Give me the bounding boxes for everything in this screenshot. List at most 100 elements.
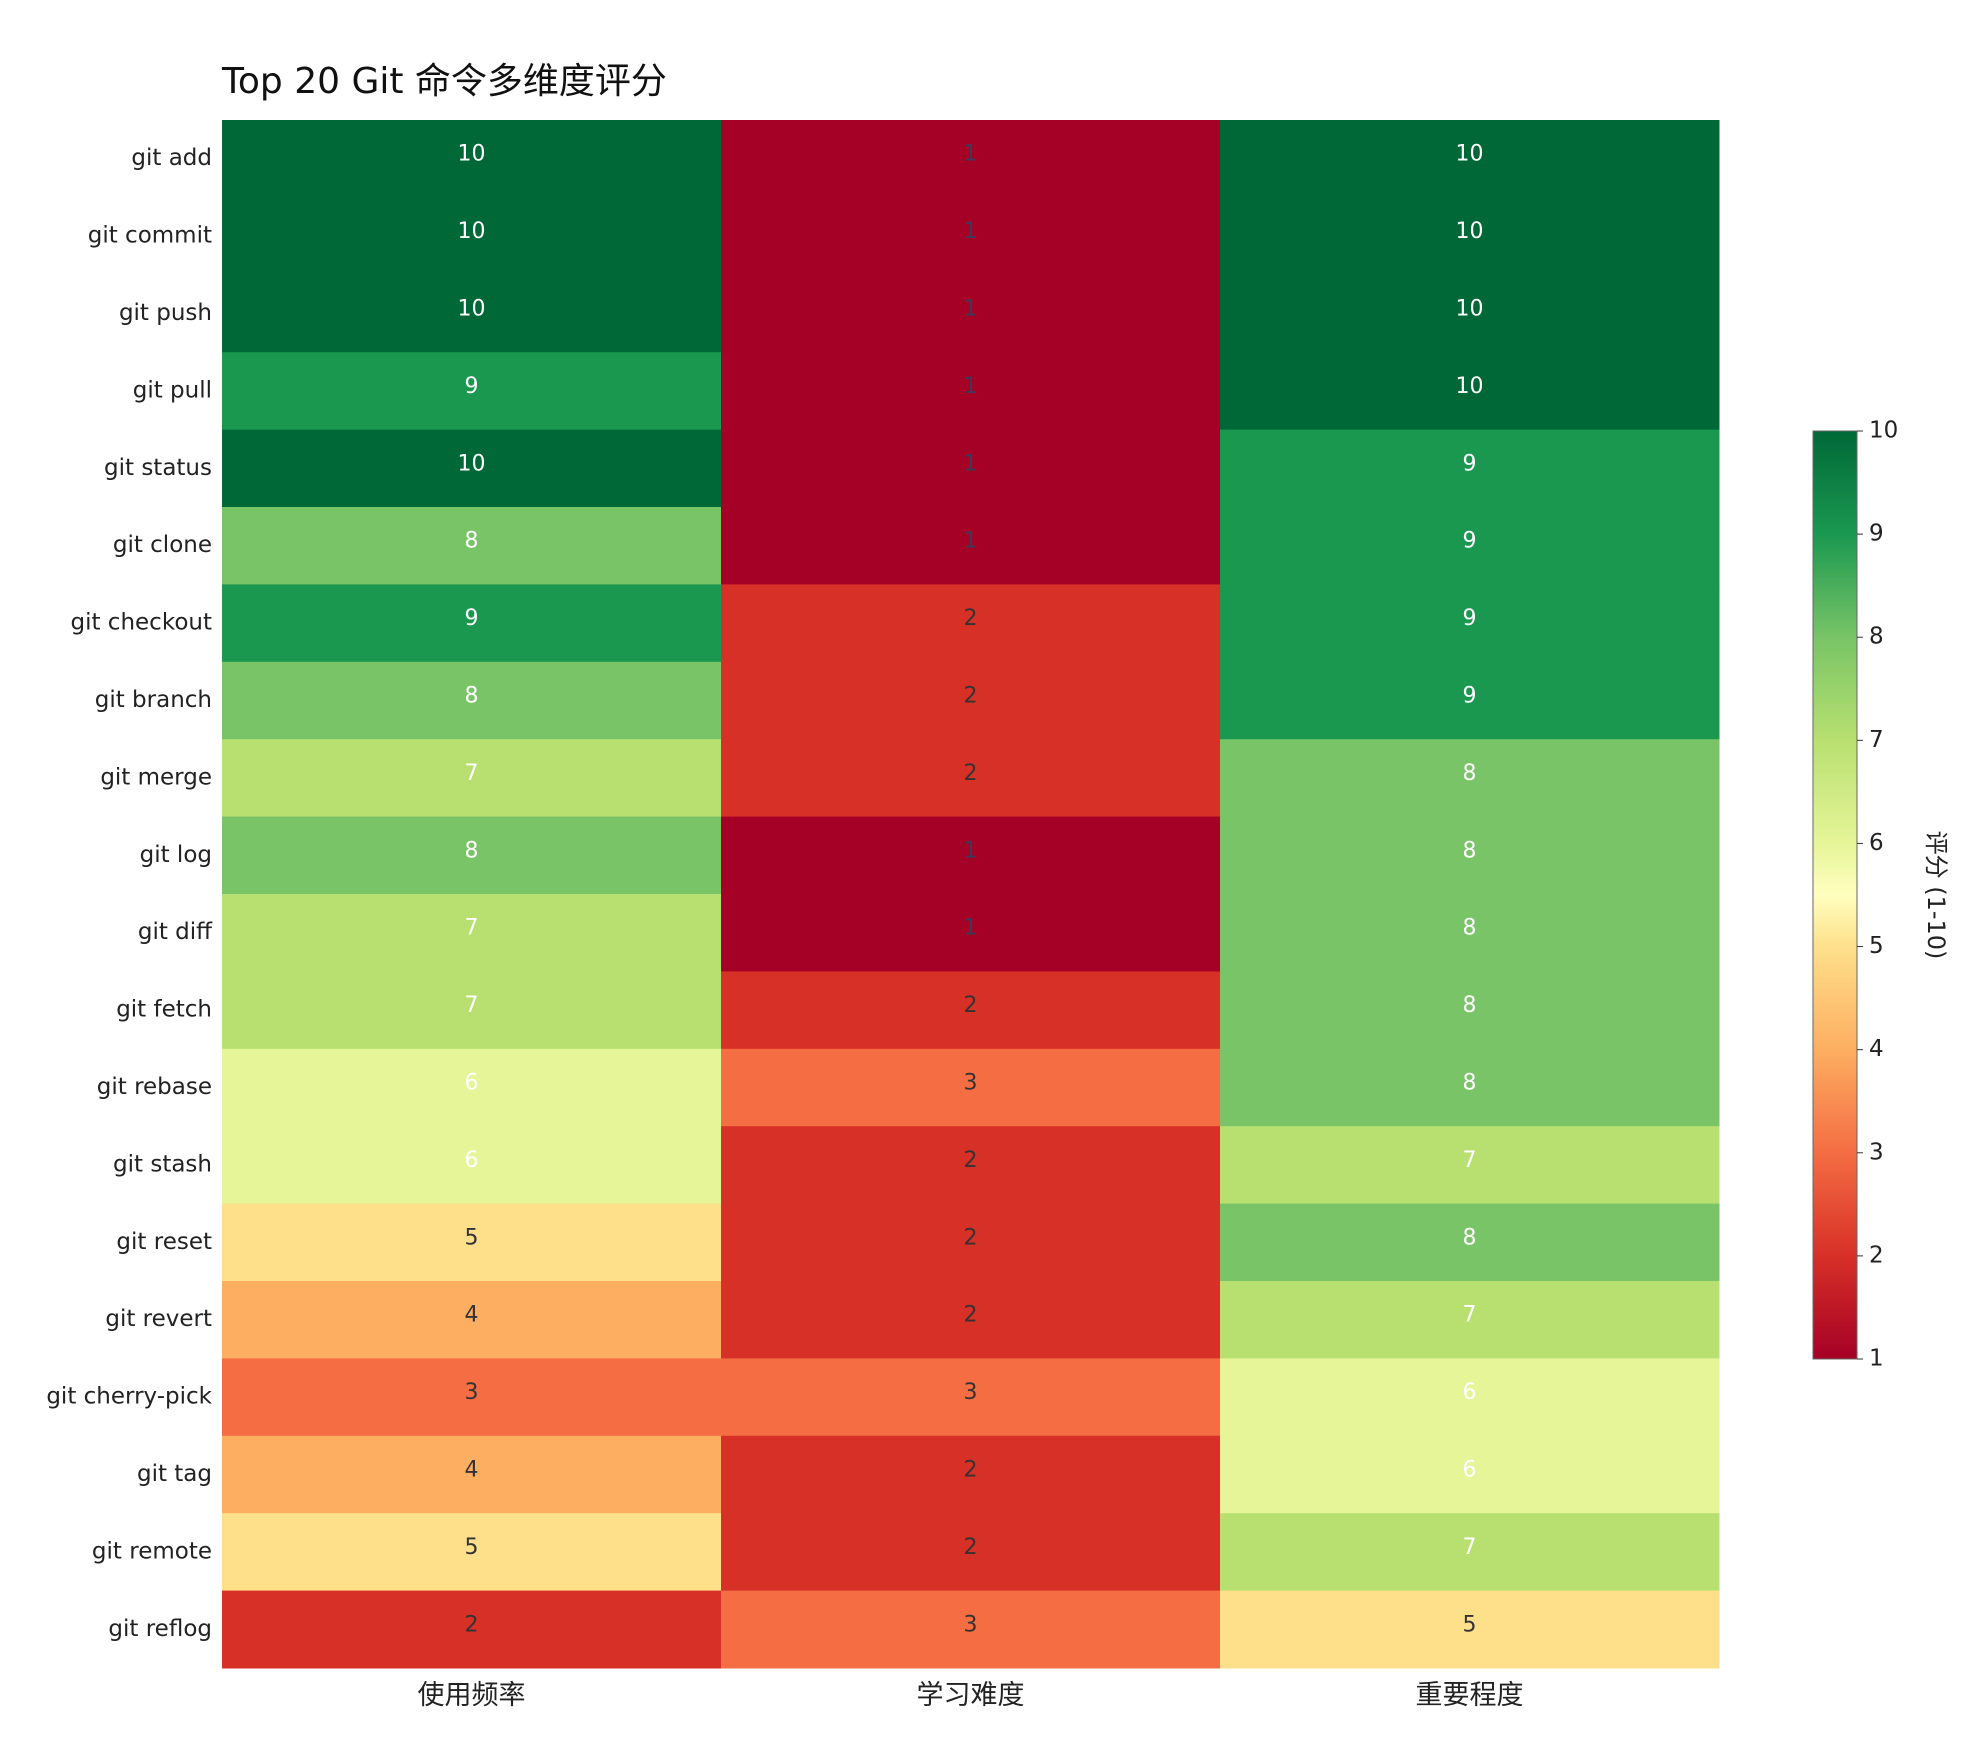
y-tick-label: git status <box>104 455 212 481</box>
heatmap-cell <box>222 584 722 663</box>
cell-value-label: 2 <box>964 1535 978 1560</box>
y-tick-label: git pull <box>133 377 212 403</box>
y-tick-label: git push <box>119 300 212 326</box>
heatmap-cell <box>1220 352 1720 431</box>
heatmap-cell <box>721 739 1221 818</box>
x-axis-labels: 使用频率 学习难度 重要程度 <box>418 1680 1524 1711</box>
cell-value-label: 1 <box>964 374 978 399</box>
cell-value-label: 8 <box>1463 916 1477 941</box>
colorbar-tick-label: 1 <box>1869 1346 1884 1372</box>
heatmap-cell <box>222 1048 722 1127</box>
cell-value-label: 10 <box>1456 374 1484 399</box>
heatmap-cell <box>1220 1203 1720 1282</box>
cell-value-label: 8 <box>1463 1071 1477 1096</box>
heatmap-cell <box>222 1126 722 1205</box>
cell-value-label: 3 <box>964 1071 978 1096</box>
heatmap-cell <box>222 1281 722 1359</box>
heatmap-cell <box>721 1126 1221 1205</box>
cell-value-label: 2 <box>964 1458 978 1483</box>
cell-value-label: 2 <box>465 1612 479 1637</box>
heatmap-cell <box>222 120 722 198</box>
cell-value-label: 2 <box>964 993 978 1018</box>
heatmap-cells: 10 1 10 10 1 10 10 1 10 9 1 10 10 1 9 8 1 9 9 2 9 8 2 9 7 2 8 8 1 8 7 1… <box>222 120 1720 1669</box>
heatmap-cell <box>1220 1126 1720 1205</box>
heatmap-cell <box>222 274 722 353</box>
cell-value-label: 2 <box>964 606 978 631</box>
heatmap-cell <box>1220 971 1720 1050</box>
heatmap-cell <box>222 1513 722 1592</box>
colorbar-tick-label: 6 <box>1869 830 1884 856</box>
heatmap-cell <box>1220 894 1720 972</box>
heatmap-cell <box>721 1281 1221 1359</box>
cell-value-label: 9 <box>1463 529 1477 554</box>
cell-value-label: 7 <box>1463 1148 1477 1173</box>
cell-value-label: 1 <box>964 529 978 554</box>
y-tick-label: git tag <box>137 1461 212 1487</box>
heatmap-cell <box>1220 507 1720 585</box>
colorbar-tick-label: 5 <box>1869 933 1884 959</box>
cell-value-label: 2 <box>964 684 978 709</box>
cell-value-label: 6 <box>1463 1380 1477 1405</box>
cell-value-label: 7 <box>465 916 479 941</box>
cell-value-label: 10 <box>458 451 486 476</box>
heatmap-cell <box>1220 584 1720 663</box>
colorbar-ticks: 1 2 3 4 5 6 7 8 9 10 <box>1857 418 1898 1372</box>
cell-value-label: 8 <box>465 529 479 554</box>
cell-value-label: 9 <box>1463 451 1477 476</box>
cell-value-label: 10 <box>1456 142 1484 167</box>
cell-value-label: 10 <box>1456 297 1484 322</box>
heatmap-cell <box>721 429 1221 508</box>
y-tick-label: git fetch <box>116 997 212 1023</box>
heatmap-cell <box>721 1513 1221 1592</box>
colorbar-tick-label: 7 <box>1869 727 1884 753</box>
y-tick-label: git rebase <box>97 1074 212 1100</box>
colorbar-label: 评分 (1-10) <box>1922 831 1950 960</box>
colorbar: 1 2 3 4 5 6 7 8 9 10 评分 (1-10) <box>1812 418 1950 1372</box>
cell-value-label: 8 <box>1463 838 1477 863</box>
colorbar-gradient <box>1812 430 1858 1360</box>
heatmap-cell <box>721 352 1221 431</box>
colorbar-tick-label: 3 <box>1869 1139 1884 1165</box>
cell-value-label: 5 <box>465 1225 479 1250</box>
heatmap-cell <box>222 1435 722 1514</box>
heatmap-cell <box>721 1203 1221 1282</box>
heatmap-cell <box>721 1048 1221 1127</box>
y-tick-label: git commit <box>88 223 212 249</box>
cell-value-label: 9 <box>465 606 479 631</box>
colorbar-tick-label: 2 <box>1869 1242 1884 1268</box>
cell-value-label: 3 <box>465 1380 479 1405</box>
y-tick-label: git branch <box>95 687 212 713</box>
y-tick-label: git clone <box>113 532 212 558</box>
cell-value-label: 3 <box>964 1612 978 1637</box>
heatmap-cell <box>222 661 722 740</box>
y-tick-label: git log <box>140 842 212 868</box>
heatmap-cell <box>721 197 1221 276</box>
cell-value-label: 9 <box>1463 606 1477 631</box>
heatmap-cell <box>721 120 1221 198</box>
heatmap-cell <box>222 352 722 431</box>
heatmap-cell <box>1220 661 1720 740</box>
heatmap-cell <box>721 584 1221 663</box>
x-tick-label: 学习难度 <box>917 1680 1025 1711</box>
heatmap-cell <box>721 661 1221 740</box>
heatmap-cell <box>222 429 722 508</box>
heatmap-cell <box>1220 197 1720 276</box>
cell-value-label: 2 <box>964 1303 978 1328</box>
heatmap-cell <box>721 1590 1221 1669</box>
y-tick-label: git reflog <box>108 1616 212 1642</box>
cell-value-label: 8 <box>465 684 479 709</box>
cell-value-label: 1 <box>964 219 978 244</box>
cell-value-label: 1 <box>964 451 978 476</box>
cell-value-label: 8 <box>465 838 479 863</box>
y-tick-label: git stash <box>113 1151 212 1177</box>
x-tick-label: 重要程度 <box>1416 1680 1524 1711</box>
cell-value-label: 10 <box>458 142 486 167</box>
colorbar-tick-label: 9 <box>1869 521 1884 547</box>
heatmap-cell <box>721 816 1221 895</box>
cell-value-label: 6 <box>465 1071 479 1096</box>
cell-value-label: 1 <box>964 297 978 322</box>
heatmap-cell <box>721 1358 1221 1437</box>
cell-value-label: 7 <box>465 761 479 786</box>
